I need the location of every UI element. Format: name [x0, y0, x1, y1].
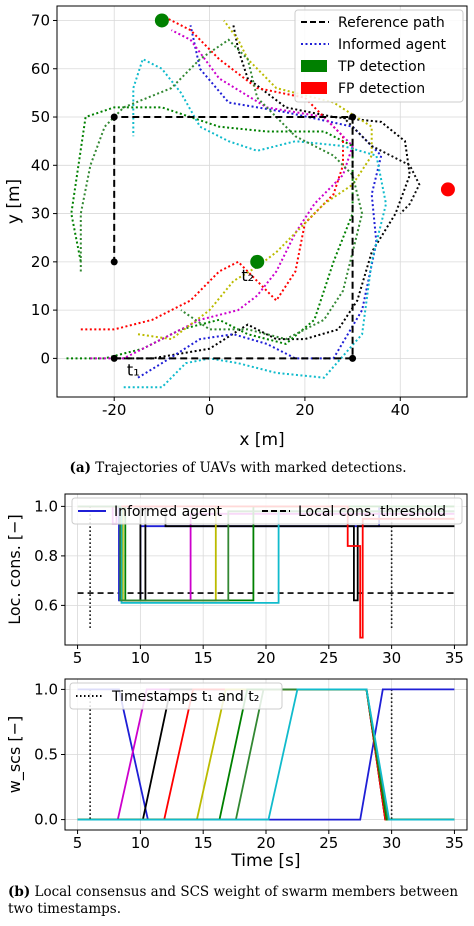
timestamp-annotation: t₂ — [241, 266, 254, 285]
consensus-tick-label-x: 10 — [131, 649, 150, 667]
consensus-legend: Informed agent Local cons. threshold — [71, 497, 463, 525]
legend-label: TP detection — [337, 59, 426, 75]
reference-node-marker — [349, 113, 357, 121]
scs-tick-label-x: 5 — [73, 834, 83, 852]
trajectory-tick-label-y: 0 — [40, 349, 50, 367]
consensus-tick-label-x: 30 — [382, 649, 401, 667]
legend-label: FP detection — [338, 81, 425, 97]
trajectory-tick-label-y: 50 — [31, 108, 50, 126]
scs-y-axis-label: w_scs [−] — [5, 716, 25, 794]
consensus-tick-label-y: 1.0 — [34, 497, 58, 515]
tp-detection-marker — [154, 13, 169, 28]
trajectory-tick-label-x: 0 — [205, 401, 215, 419]
reference-node-marker — [110, 113, 118, 121]
scs-tick-label-x: 30 — [382, 834, 401, 852]
reference-path-line — [113, 116, 354, 360]
trajectory-series-line — [137, 19, 373, 341]
consensus-panel: 5 10 15 20 25 30 35 0.6 0.8 1.0 Loc. cons. [−] Info… — [5, 493, 468, 667]
caption-a: (a) Trajectories of UAVs with marked det… — [8, 460, 468, 477]
scs-tick-label-y: 0.0 — [34, 811, 58, 829]
legend-swatch — [301, 82, 327, 94]
scs-legend: Timestamps t₁ and t₂ — [69, 682, 283, 710]
legend-label: Timestamps t₁ and t₂ — [111, 689, 259, 705]
trajectory-legend: Reference path Informed agent TP detection… — [294, 9, 464, 103]
scs-tick-label-y: 1.0 — [34, 680, 58, 698]
consensus-tick-label-y: 0.6 — [34, 596, 58, 614]
consensus-tick-label-x: 25 — [319, 649, 338, 667]
timestamp-annotation: t₁ — [127, 360, 140, 379]
trajectory-tick-label-y: 30 — [31, 205, 50, 223]
reference-node-marker — [110, 354, 118, 362]
scs-tick-label-y: 0.5 — [34, 746, 58, 764]
legend-label: Informed agent — [114, 504, 223, 520]
time-axis-label: Time [s] — [230, 851, 300, 871]
consensus-tick-label-x: 35 — [445, 649, 464, 667]
consensus-tick-label-x: 20 — [256, 649, 275, 667]
trajectory-tick-label-x: 40 — [391, 401, 410, 419]
trajectory-tick-label-y: 60 — [31, 60, 50, 78]
scs-panel: 5 10 15 20 25 30 35 0.0 0.5 1.0 Time [s] w_scs [−] T… — [5, 678, 468, 871]
trajectory-plot-area: t₁ t₂ — [66, 13, 455, 389]
legend-swatch — [301, 60, 327, 72]
fp-detection-marker — [440, 182, 455, 197]
scs-tick-label-x: 20 — [256, 834, 275, 852]
trajectory-panel: t₁ t₂ -20 0 20 40 0 10 20 30 40 50 60 70 x [m] y [m] Ref… — [4, 5, 468, 450]
legend-label: Reference path — [338, 15, 445, 31]
consensus-tick-label-x: 5 — [73, 649, 83, 667]
legend-box — [69, 682, 283, 710]
consensus-tick-label-x: 15 — [194, 649, 213, 667]
scs-series-line — [77, 688, 455, 821]
legend-label: Local cons. threshold — [298, 504, 446, 520]
caption-b-text: Local consensus and SCS weight of swarm … — [8, 884, 459, 917]
trajectory-tick-label-x: -20 — [102, 401, 127, 419]
scs-tick-label-x: 10 — [131, 834, 150, 852]
legend-label: Informed agent — [338, 37, 447, 53]
trajectory-tick-label-y: 10 — [31, 301, 50, 319]
trajectory-series-line — [342, 116, 421, 215]
scs-tick-label-x: 25 — [319, 834, 338, 852]
caption-a-text: Trajectories of UAVs with marked detecti… — [95, 460, 407, 476]
trajectory-series-line — [114, 25, 411, 360]
scs-tick-label-x: 15 — [194, 834, 213, 852]
trajectory-series-line — [79, 38, 364, 341]
reference-node-marker — [110, 258, 118, 266]
trajectory-tick-label-y: 40 — [31, 156, 50, 174]
reference-node-marker — [349, 354, 357, 362]
consensus-tick-label-y: 0.8 — [34, 547, 58, 565]
trajectory-frame — [56, 5, 468, 398]
x-axis-label: x [m] — [239, 430, 284, 450]
trajectory-series-line — [66, 106, 354, 360]
scs-tick-label-x: 35 — [445, 834, 464, 852]
y-axis-label: y [m] — [4, 179, 24, 224]
tp-detection-marker — [250, 254, 265, 269]
trajectory-tick-label-y: 20 — [31, 253, 50, 271]
legend-box — [294, 9, 464, 103]
caption-a-tag: (a) — [69, 460, 91, 476]
trajectory-tick-label-y: 70 — [31, 11, 50, 29]
consensus-y-axis-label: Loc. cons. [−] — [5, 514, 24, 625]
caption-b-tag: (b) — [8, 884, 31, 900]
trajectory-tick-label-x: 20 — [295, 401, 314, 419]
caption-b: (b) Local consensus and SCS weight of sw… — [8, 884, 468, 918]
trajectory-series-line — [80, 14, 344, 331]
